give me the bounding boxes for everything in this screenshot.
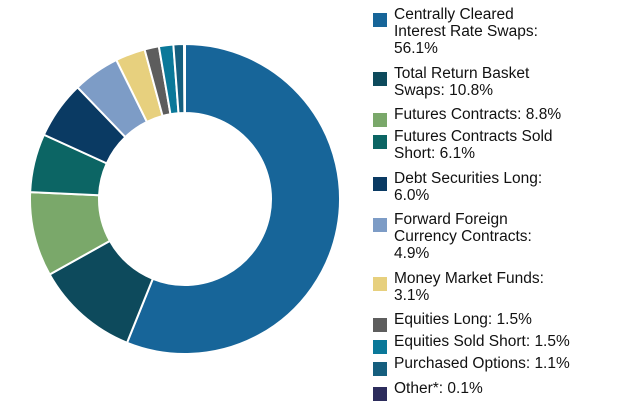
- legend-swatch: [373, 13, 387, 27]
- legend-label: Equities Long: 1.5%: [394, 311, 532, 328]
- legend-swatch: [373, 362, 387, 376]
- legend-swatch: [373, 340, 387, 354]
- legend-label: Total Return Basket Swaps: 10.8%: [394, 65, 530, 99]
- legend-label: Debt Securities Long: 6.0%: [394, 170, 543, 204]
- slice-centrally-cleared-interest-rate-swaps: [126, 43, 341, 355]
- legend-swatch: [373, 135, 387, 149]
- legend-label: Purchased Options: 1.1%: [394, 355, 570, 372]
- legend-label: Futures Contracts Sold Short: 6.1%: [394, 128, 553, 162]
- legend-swatch: [373, 177, 387, 191]
- legend-label: Equities Sold Short: 1.5%: [394, 333, 570, 350]
- legend-swatch: [373, 218, 387, 232]
- legend-swatch: [373, 113, 387, 127]
- donut-chart: [29, 43, 341, 355]
- legend-label: Forward Foreign Currency Contracts: 4.9%: [394, 211, 532, 262]
- legend-label: Other*: 0.1%: [394, 380, 483, 397]
- legend-swatch: [373, 277, 387, 291]
- legend-label: Money Market Funds: 3.1%: [394, 270, 544, 304]
- legend-label: Centrally Cleared Interest Rate Swaps: 56.…: [394, 6, 538, 57]
- legend-swatch: [373, 387, 387, 401]
- legend-swatch: [373, 72, 387, 86]
- slice-other: [183, 43, 186, 115]
- legend-label: Futures Contracts: 8.8%: [394, 106, 562, 123]
- legend-swatch: [373, 318, 387, 332]
